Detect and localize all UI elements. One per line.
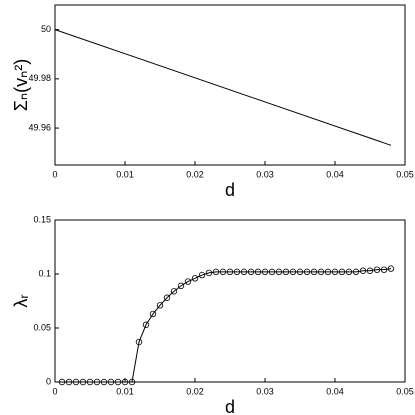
data-point	[191, 275, 199, 282]
y-tick-label: 49.98	[28, 73, 51, 83]
data-point	[79, 378, 87, 386]
data-point	[72, 378, 80, 386]
x-tick-label: 0.01	[116, 169, 134, 179]
x-tick-label: 0.04	[326, 169, 344, 179]
data-point	[240, 268, 248, 276]
data-line	[54, 29, 392, 146]
data-point	[324, 268, 332, 276]
data-point	[156, 302, 164, 309]
x-tick-label: 0.03	[256, 386, 274, 396]
data-point	[184, 278, 192, 285]
x-axis-label: d	[225, 397, 235, 415]
data-point	[149, 310, 157, 318]
data-point	[366, 267, 374, 274]
data-point	[121, 378, 129, 386]
data-point	[303, 268, 311, 276]
data-point	[359, 267, 367, 274]
y-axis-label: Σₙ(vₙ²)	[11, 59, 31, 111]
x-axis-label: d	[225, 180, 235, 200]
data-point	[198, 271, 206, 279]
x-tick-label: 0.02	[186, 169, 204, 179]
data-point	[135, 338, 143, 346]
data-point	[387, 265, 395, 272]
x-tick-label: 0.05	[396, 169, 414, 179]
y-tick-label: 50	[41, 24, 51, 34]
y-tick-label: 49.96	[28, 122, 51, 132]
x-tick-label: 0.01	[116, 386, 134, 396]
data-point	[380, 266, 388, 273]
data-point	[163, 294, 171, 301]
data-point	[114, 378, 122, 386]
data-point	[177, 282, 185, 290]
data-point	[170, 288, 178, 295]
y-tick-label: 0	[46, 376, 51, 386]
data-point	[86, 378, 94, 386]
data-point	[282, 268, 290, 276]
data-line	[62, 268, 392, 383]
data-point	[100, 378, 108, 386]
data-point	[247, 268, 255, 276]
data-point	[219, 268, 227, 276]
data-point	[142, 321, 150, 328]
y-tick-label: 0.05	[33, 322, 51, 332]
y-axis-label: λᵣ	[11, 294, 31, 307]
data-point	[205, 269, 213, 277]
data-point	[261, 268, 269, 276]
x-tick-label: 0.05	[396, 386, 414, 396]
data-point	[352, 268, 360, 276]
x-tick-label: 0.02	[186, 386, 204, 396]
data-point	[331, 268, 339, 276]
data-point	[58, 378, 66, 386]
x-tick-label: 0.04	[326, 386, 344, 396]
data-point	[212, 268, 220, 276]
data-point	[254, 268, 262, 276]
data-point	[310, 268, 318, 276]
data-point	[317, 268, 325, 276]
data-point	[65, 378, 73, 386]
data-point	[296, 268, 304, 276]
data-point	[233, 268, 241, 276]
y-tick-label: 0.15	[33, 214, 51, 224]
data-point	[128, 378, 136, 386]
x-tick-label: 0.03	[256, 169, 274, 179]
axes-box	[54, 219, 406, 383]
x-tick-label: 0	[52, 386, 57, 396]
data-point	[226, 268, 234, 276]
axes-box	[54, 4, 406, 166]
data-point	[338, 268, 346, 276]
data-point	[345, 268, 353, 276]
data-point	[93, 378, 101, 386]
data-point	[107, 378, 115, 386]
x-tick-label: 0	[52, 169, 57, 179]
data-point	[373, 266, 381, 273]
data-point	[268, 268, 276, 276]
y-tick-label: 0.1	[38, 268, 51, 278]
data-point	[275, 268, 283, 276]
data-point	[289, 268, 297, 276]
